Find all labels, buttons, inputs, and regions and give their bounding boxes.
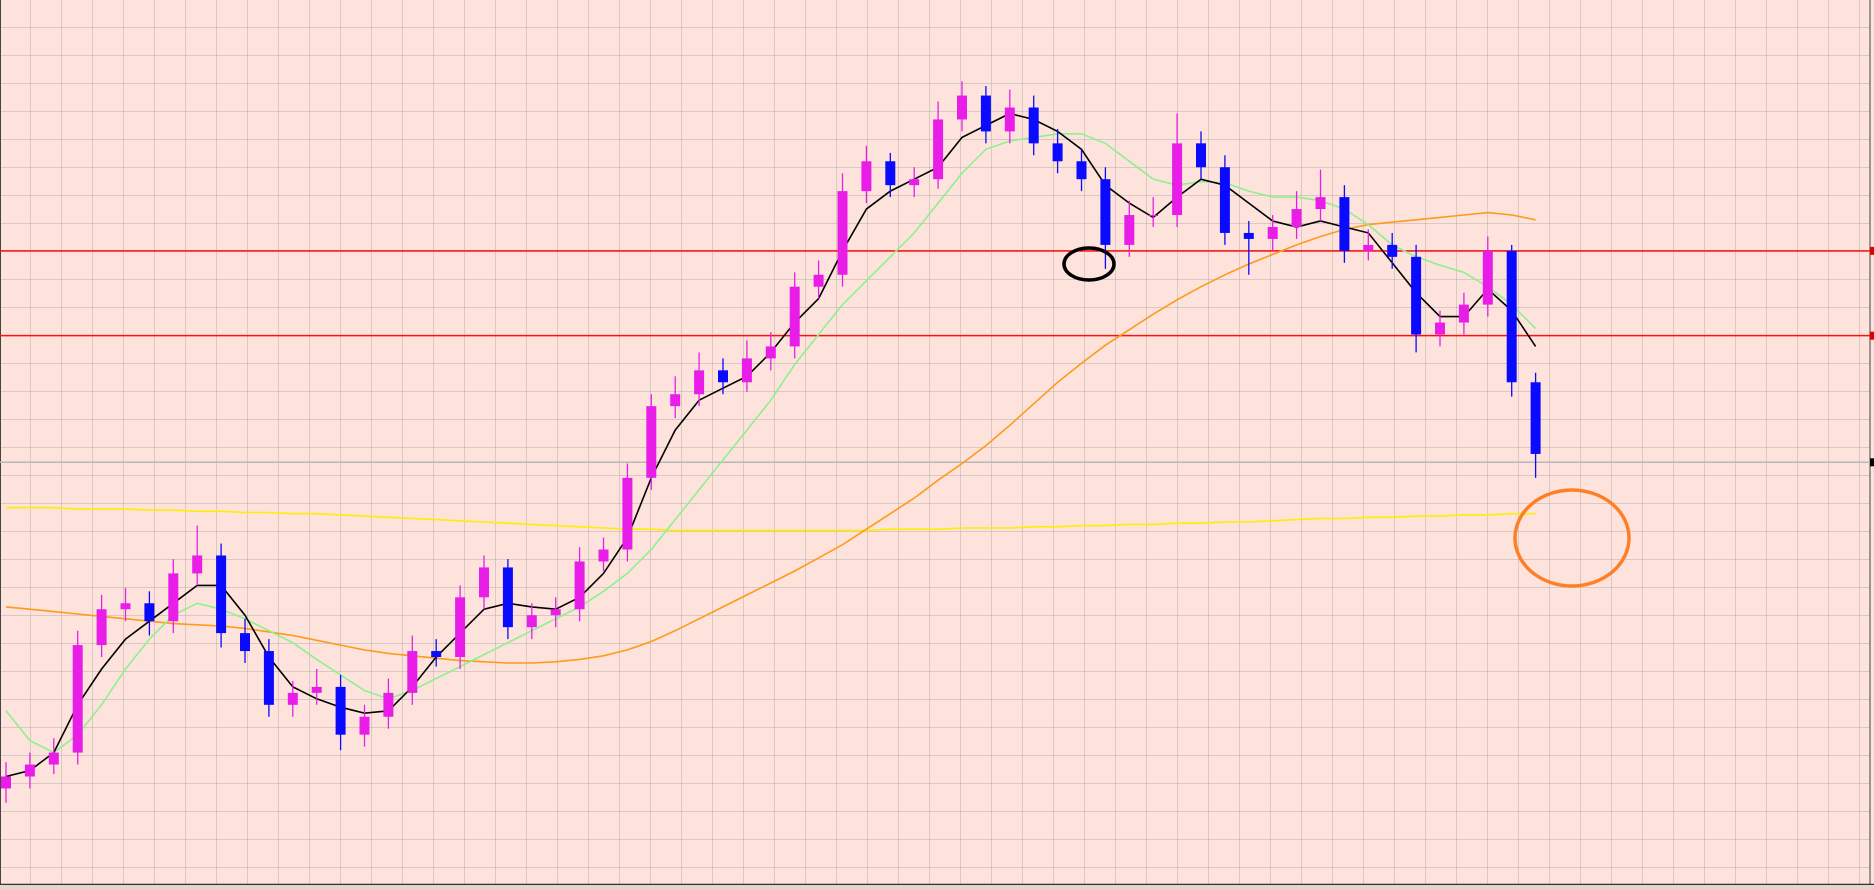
- candle-body: [24, 764, 35, 777]
- candle-body: [168, 573, 179, 622]
- candle-body: [1435, 322, 1445, 335]
- candle-body: [311, 686, 322, 693]
- candle-body: [120, 603, 131, 610]
- candle-body: [741, 358, 752, 383]
- level-marker: [1870, 246, 1874, 255]
- level-marker: [1870, 458, 1874, 467]
- axis-strip: [0, 885, 1874, 890]
- candle-body: [670, 394, 681, 407]
- candle-body: [1387, 244, 1398, 257]
- candle-body: [1, 776, 11, 789]
- candle-body: [885, 161, 896, 186]
- candle-body: [263, 651, 274, 705]
- candle-body: [1339, 197, 1350, 251]
- candle-body: [1172, 143, 1183, 216]
- candle-body: [909, 179, 920, 186]
- candle-body: [144, 603, 155, 622]
- candle-body: [1052, 143, 1063, 162]
- candle-body: [1506, 250, 1517, 383]
- candle-body: [574, 561, 585, 610]
- candle-body: [287, 692, 298, 705]
- candle-body: [1196, 143, 1206, 168]
- candle-body: [1530, 382, 1541, 454]
- moving-average-line: [5, 211, 1536, 664]
- candle-body: [789, 286, 800, 347]
- candle-body: [1291, 209, 1302, 227]
- candle-body: [48, 752, 59, 765]
- moving-average-line: [5, 133, 1537, 754]
- candle-body: [192, 555, 203, 574]
- candle-body: [861, 161, 872, 192]
- candle-body: [1363, 244, 1374, 251]
- candle-body: [598, 549, 609, 562]
- candle-body: [455, 597, 466, 658]
- candle-body: [694, 370, 705, 395]
- candle-body: [957, 95, 967, 120]
- candle-body: [335, 686, 346, 735]
- candle-body: [240, 633, 250, 652]
- moving-average-line: [6, 506, 1536, 532]
- level-marker: [1870, 331, 1874, 340]
- annotation-circle: [1062, 246, 1116, 282]
- candle-body: [1028, 107, 1039, 144]
- candle-body: [550, 609, 561, 616]
- candle-body: [96, 609, 107, 646]
- candle-body: [1124, 215, 1135, 245]
- candle-body: [526, 615, 537, 628]
- candle-body: [646, 406, 657, 478]
- candle-body: [718, 370, 728, 383]
- candle-body: [383, 692, 394, 717]
- candle-body: [1100, 179, 1111, 245]
- candle-body: [72, 645, 83, 753]
- candle-body: [1267, 226, 1278, 239]
- candle-body: [1458, 304, 1469, 323]
- candle-body: [407, 651, 418, 693]
- candle-body: [837, 191, 848, 275]
- candle-body: [1148, 215, 1159, 217]
- candle-body: [1482, 250, 1493, 305]
- candle-body: [622, 477, 633, 550]
- candle-body: [813, 274, 824, 287]
- candle-body: [479, 567, 489, 598]
- candle-body: [1411, 256, 1422, 335]
- candle-body: [765, 346, 776, 359]
- candle-body: [933, 119, 944, 180]
- candle-body: [359, 716, 370, 735]
- candle-body: [431, 651, 442, 658]
- candle-body: [1076, 161, 1087, 180]
- candle-body: [1243, 232, 1254, 239]
- candle-body: [980, 95, 991, 132]
- candle-body: [1219, 167, 1230, 233]
- moving-average-line: [5, 112, 1537, 778]
- candle-body: [216, 555, 227, 634]
- candle-body: [1004, 107, 1015, 132]
- candle-body: [1315, 197, 1326, 210]
- candle-body: [502, 567, 513, 628]
- annotation-circle: [1513, 488, 1631, 588]
